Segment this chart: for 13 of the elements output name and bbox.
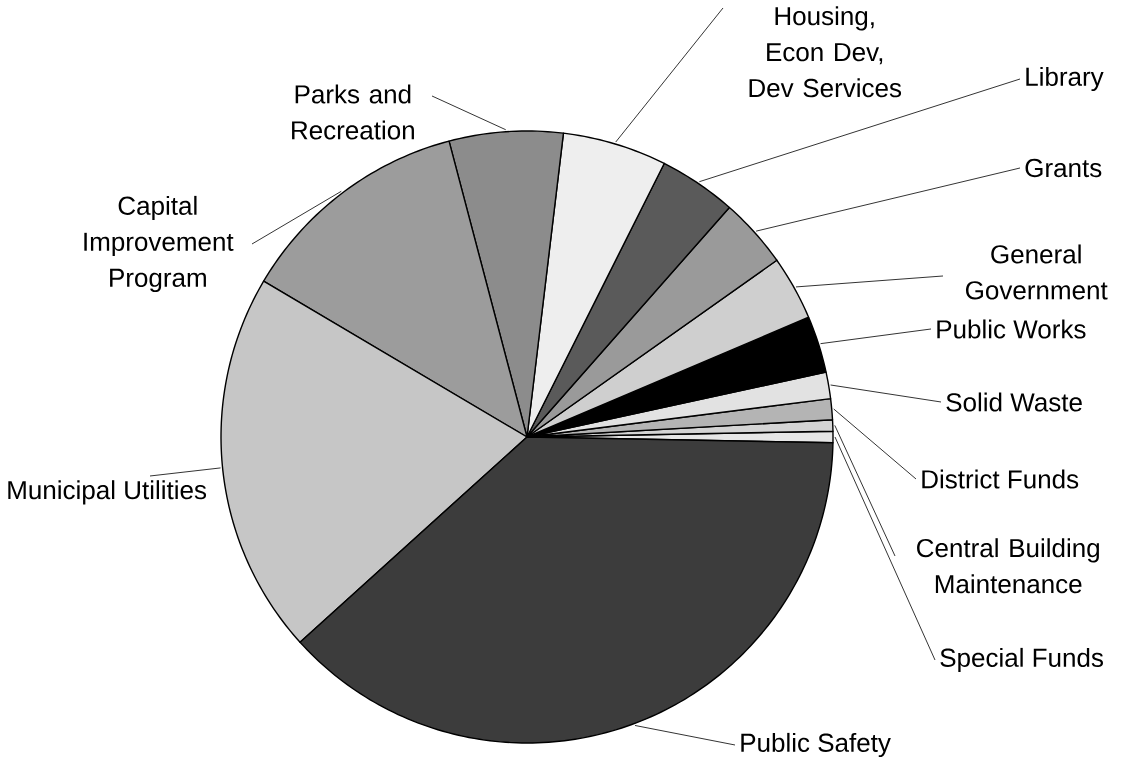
slice-label: Public Works xyxy=(937,319,1086,339)
slice-label: Housing, Econ Dev, Dev Services xyxy=(749,6,902,98)
slice-label: Municipal Utilities xyxy=(8,480,207,505)
slice-label: Grants xyxy=(1025,158,1102,178)
slice-label: Public Safety xyxy=(741,732,891,758)
slice-label: Central Building Maintenance xyxy=(917,538,1099,594)
slice-label: General Government xyxy=(965,244,1108,300)
slice-label: Capital Improvement Program xyxy=(84,195,234,293)
slice-label: Library xyxy=(1026,66,1104,92)
slice-label: District Funds xyxy=(922,469,1079,489)
slice-label: Parks and Recreation xyxy=(292,84,414,140)
slice-label: Solid Waste xyxy=(946,392,1082,412)
slice-label: Special Funds xyxy=(940,647,1103,673)
